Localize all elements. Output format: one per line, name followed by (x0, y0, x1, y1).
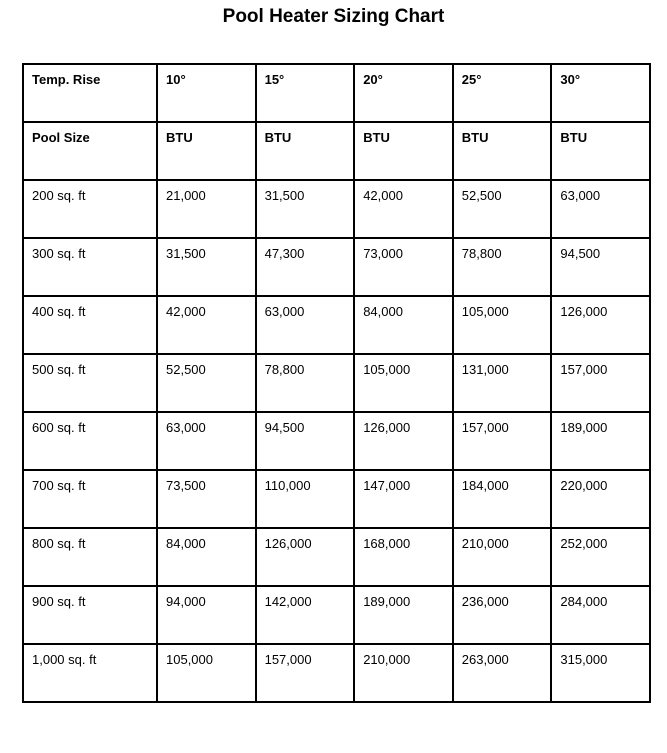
table-cell: 30° (550, 63, 651, 123)
row-label-cell: 1,000 sq. ft (22, 643, 158, 703)
table-cell: 263,000 (451, 643, 553, 703)
table-cell: 94,500 (550, 237, 651, 297)
table-cell: 20° (353, 63, 454, 123)
table-cell: 31,500 (156, 237, 257, 297)
row-label-cell: 300 sq. ft (22, 237, 158, 297)
header-row: Temp. Rise 10° 15° 20° 25° 30° (22, 63, 651, 123)
table-cell: 31,500 (254, 179, 356, 239)
table-cell: 42,000 (156, 295, 257, 355)
table-cell: 126,000 (353, 411, 454, 471)
table-cell: 126,000 (254, 527, 356, 587)
row-label-cell: 200 sq. ft (22, 179, 158, 239)
table-row: 900 sq. ft 94,000 142,000 189,000 236,000 284… (22, 585, 651, 645)
row-label-cell: Temp. Rise (22, 63, 158, 123)
table-row: 600 sq. ft 63,000 94,500 126,000 157,000 189,… (22, 411, 651, 471)
table-cell: 236,000 (451, 585, 553, 645)
table-cell: 157,000 (451, 411, 553, 471)
table-cell: 78,800 (254, 353, 356, 413)
table-cell: 25° (451, 63, 553, 123)
row-label-cell: 800 sq. ft (22, 527, 158, 587)
table-cell: 63,000 (156, 411, 257, 471)
table-cell: 94,500 (254, 411, 356, 471)
table-cell: 73,500 (156, 469, 257, 529)
table-row: 200 sq. ft 21,000 31,500 42,000 52,500 63,000 (22, 179, 651, 239)
table-cell: 284,000 (550, 585, 651, 645)
row-label-cell: 500 sq. ft (22, 353, 158, 413)
table-cell: 15° (254, 63, 356, 123)
table-cell: 105,000 (353, 353, 454, 413)
row-label-cell: Pool Size (22, 121, 158, 181)
table-cell: 131,000 (451, 353, 553, 413)
row-label-cell: 400 sq. ft (22, 295, 158, 355)
table-cell: 189,000 (550, 411, 651, 471)
table-cell: 210,000 (353, 643, 454, 703)
table-cell: 189,000 (353, 585, 454, 645)
table-cell: 126,000 (550, 295, 651, 355)
table-cell: BTU (550, 121, 651, 181)
table-cell: 147,000 (353, 469, 454, 529)
table-cell: 52,500 (156, 353, 257, 413)
table-row: 800 sq. ft 84,000 126,000 168,000 210,000 252… (22, 527, 651, 587)
table-cell: 52,500 (451, 179, 553, 239)
table-cell: 78,800 (451, 237, 553, 297)
table-cell: 184,000 (451, 469, 553, 529)
row-label-cell: 700 sq. ft (22, 469, 158, 529)
header-row: Pool Size BTU BTU BTU BTU BTU (22, 121, 651, 181)
pool-heater-sizing-table: Temp. Rise 10° 15° 20° 25° 30° Pool Size BTU BTU… (22, 63, 651, 703)
table-cell: 157,000 (254, 643, 356, 703)
table-cell: 42,000 (353, 179, 454, 239)
table-cell: BTU (156, 121, 257, 181)
table-cell: 157,000 (550, 353, 651, 413)
table-cell: 252,000 (550, 527, 651, 587)
table-row: 400 sq. ft 42,000 63,000 84,000 105,000 126,0… (22, 295, 651, 355)
table-row: 700 sq. ft 73,500 110,000 147,000 184,000 220… (22, 469, 651, 529)
row-label-cell: 600 sq. ft (22, 411, 158, 471)
table-cell: 63,000 (550, 179, 651, 239)
table-row: 1,000 sq. ft 105,000 157,000 210,000 263,000… (22, 643, 651, 703)
table-cell: 10° (156, 63, 257, 123)
table-cell: 220,000 (550, 469, 651, 529)
table-cell: 105,000 (451, 295, 553, 355)
table-cell: 63,000 (254, 295, 356, 355)
table-cell: 110,000 (254, 469, 356, 529)
table-cell: 84,000 (156, 527, 257, 587)
table-row: 500 sq. ft 52,500 78,800 105,000 131,000 157,… (22, 353, 651, 413)
row-label-cell: 900 sq. ft (22, 585, 158, 645)
table-cell: 73,000 (353, 237, 454, 297)
table-cell: BTU (451, 121, 553, 181)
table-cell: 142,000 (254, 585, 356, 645)
page-title: Pool Heater Sizing Chart (222, 6, 445, 27)
table-cell: 21,000 (156, 179, 257, 239)
table-cell: 105,000 (156, 643, 257, 703)
table-cell: BTU (353, 121, 454, 181)
table-row: 300 sq. ft 31,500 47,300 73,000 78,800 94,500 (22, 237, 651, 297)
table-cell: 84,000 (353, 295, 454, 355)
table-cell: 94,000 (156, 585, 257, 645)
table-cell: 47,300 (254, 237, 356, 297)
table-cell: 168,000 (353, 527, 454, 587)
table-cell: BTU (254, 121, 356, 181)
table-cell: 210,000 (451, 527, 553, 587)
table-cell: 315,000 (550, 643, 651, 703)
